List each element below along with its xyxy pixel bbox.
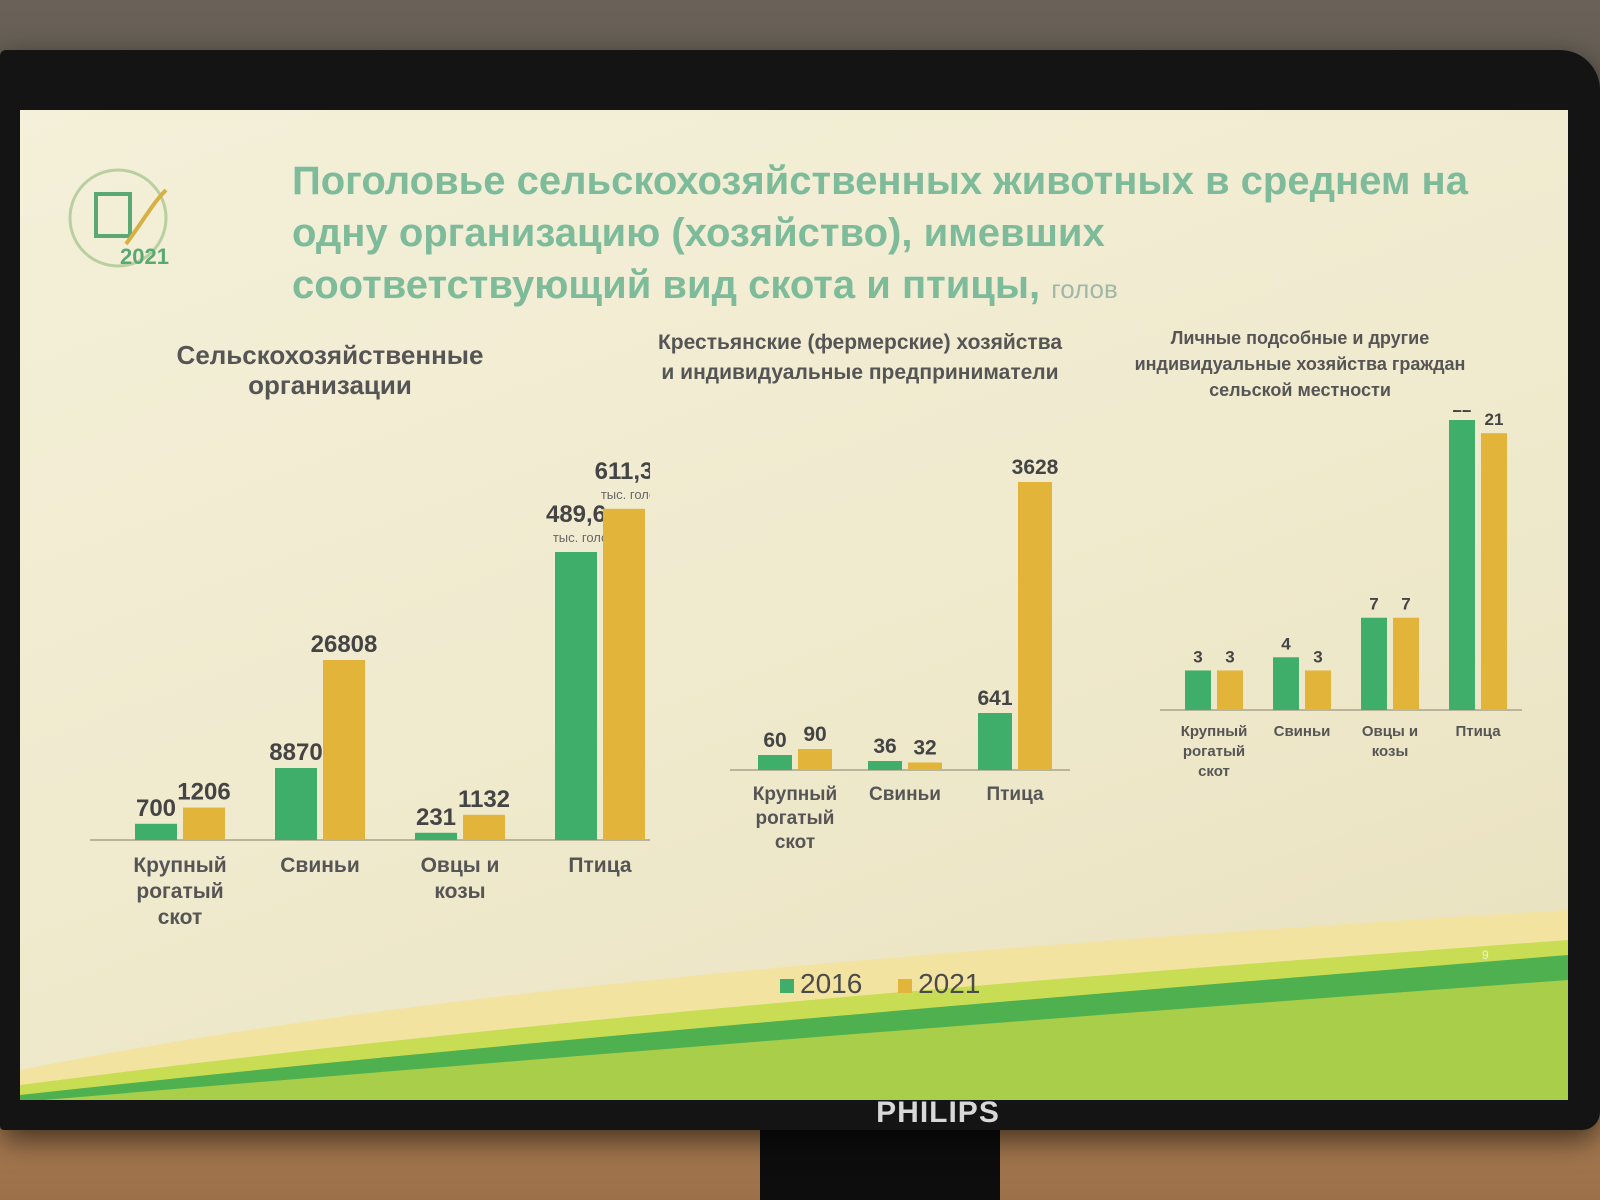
data-label-2016-1: 36 — [873, 735, 896, 758]
category-label-0: скот — [775, 832, 815, 853]
category-label-0: скот — [158, 906, 203, 929]
category-label-1: Свиньи — [869, 784, 941, 805]
logo-year: 2021 — [120, 244, 169, 269]
page-number: 9 — [1482, 948, 1489, 962]
data-label-2021-1: 32 — [913, 737, 936, 760]
bar-2016-3 — [555, 552, 597, 840]
category-label-2: Овцы и — [421, 854, 500, 877]
panel-title-households: Личные подсобные и другие индивидуальные… — [1134, 328, 1466, 400]
bar-2016-0 — [1185, 670, 1211, 710]
bar-2021-0 — [798, 749, 832, 770]
category-label-2: Птица — [986, 784, 1044, 805]
legend-swatch-2016 — [780, 978, 794, 993]
panel-title-farms: Крестьянские (фермерские) хозяйства и ин… — [657, 331, 1063, 384]
data-label-2016-0: 700 — [136, 795, 176, 822]
data-label-2021-1: 3 — [1313, 647, 1322, 666]
bar-2021-1 — [1305, 670, 1331, 710]
data-label-2021-2: 3628 — [1012, 456, 1059, 479]
data-label-2021-3: 21 — [1485, 410, 1504, 429]
category-label-1: Свиньи — [1274, 723, 1331, 740]
legend-item-2021: 2021 — [898, 968, 980, 1000]
bar-2021-1 — [323, 660, 365, 840]
category-label-3: Птица — [1455, 723, 1501, 740]
data-label-2016-3: 489,6 — [546, 501, 606, 528]
bar-2016-0 — [135, 823, 177, 840]
data-label-2021-1: 26808 — [311, 631, 378, 658]
data-label-2016-0: 3 — [1193, 647, 1202, 666]
bar-2021-3 — [603, 508, 645, 840]
data-label-2021-3: 611,3 — [595, 458, 650, 485]
census-logo: 2021 — [68, 168, 169, 269]
logo-ring — [68, 168, 168, 268]
category-label-2: козы — [434, 880, 485, 903]
slide-title-text: Поголовье сельскохозяйственных животных … — [292, 159, 1468, 307]
data-label-2016-2: 7 — [1369, 595, 1378, 614]
bar-2021-2 — [1018, 482, 1052, 770]
annotation-unit-2016: тыс. голов — [553, 530, 615, 545]
monitor-brand: PHILIPS — [876, 1096, 1000, 1129]
wave-light-green — [43, 980, 1568, 1100]
data-label-2021-0: 90 — [803, 723, 826, 746]
category-label-3: Птица — [568, 854, 631, 877]
data-label-2016-1: 8870 — [269, 739, 322, 766]
data-label-2021-0: 3 — [1225, 647, 1234, 666]
bar-2016-1 — [1273, 657, 1299, 710]
bar-2016-0 — [758, 755, 792, 770]
category-label-0: рогатый — [756, 808, 835, 829]
chart-households: 3 3 Крупный рогатый скот 4 3 Свиньи 7 7 Овцы и козы… — [1160, 410, 1522, 780]
bar-2021-0 — [183, 807, 225, 840]
bar-2016-2 — [978, 713, 1012, 770]
bar-2016-2 — [415, 832, 457, 840]
bar-2021-2 — [1393, 617, 1419, 710]
bar-2016-2 — [1361, 617, 1387, 710]
category-label-1: Свиньи — [280, 854, 360, 877]
legend-label-2021: 2021 — [918, 968, 981, 999]
category-label-2: Овцы и — [1362, 723, 1418, 740]
bar-2021-1 — [908, 762, 942, 770]
slide-title-unit: голов — [1051, 274, 1118, 304]
bar-2016-3 — [1449, 420, 1475, 710]
chart-legend: 2016 2021 — [780, 968, 1040, 1008]
data-label-2021-2: 1132 — [458, 786, 510, 813]
data-label-2016-2: 641 — [977, 687, 1012, 710]
annotation-unit-2021: тыс. голов — [601, 487, 650, 502]
logo-document-icon — [94, 192, 132, 238]
category-label-0: скот — [1198, 763, 1230, 780]
bar-2021-0 — [1217, 670, 1243, 710]
category-label-2: козы — [1372, 743, 1409, 760]
bar-2021-3 — [1481, 433, 1507, 710]
category-label-0: Крупный — [1181, 723, 1248, 740]
logo-wheat-icon — [124, 188, 168, 246]
data-label-2016-0: 60 — [763, 729, 786, 752]
slide: 2021 Поголовье сельскохозяйственных живо… — [20, 110, 1568, 1100]
legend-swatch-2021 — [898, 978, 913, 993]
data-label-2016-1: 4 — [1281, 634, 1291, 653]
category-label-0: рогатый — [136, 880, 223, 903]
bar-2016-1 — [275, 768, 317, 840]
category-label-0: Крупный — [133, 854, 226, 877]
data-label-2021-2: 7 — [1401, 595, 1410, 614]
bar-2016-1 — [868, 761, 902, 770]
bar-2021-2 — [463, 814, 505, 840]
data-label-2016-3: 22 — [1453, 410, 1472, 416]
category-label-0: рогатый — [1183, 743, 1245, 760]
slide-title: Поголовье сельскохозяйственных животных … — [292, 155, 1472, 315]
data-label-2021-0: 1206 — [177, 779, 230, 806]
legend-item-2016: 2016 — [780, 968, 862, 1000]
category-label-0: Крупный — [753, 784, 837, 805]
legend-label-2016: 2016 — [800, 968, 863, 999]
data-label-2016-2: 231 — [416, 804, 456, 831]
chart-farms: 60 90 Крупный рогатый скот 36 32 Свиньи 641 3628 П… — [730, 456, 1070, 853]
decorative-wave — [20, 910, 1568, 1100]
panel-title-agri-orgs: Сельскохозяйственные организации — [176, 340, 484, 400]
